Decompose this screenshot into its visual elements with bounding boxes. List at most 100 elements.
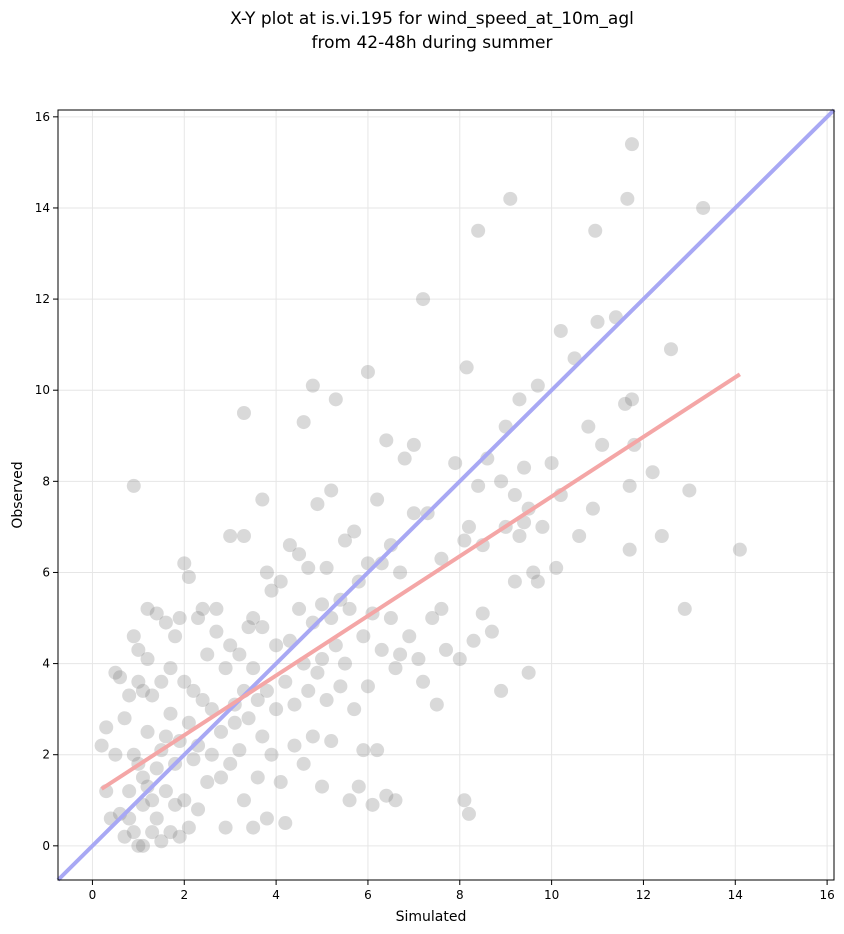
data-point-54 <box>181 715 196 730</box>
data-point-28 <box>140 652 155 667</box>
data-point-58 <box>191 611 206 626</box>
data-point-147 <box>365 797 380 812</box>
data-point-165 <box>416 292 431 307</box>
data-point-178 <box>461 519 476 534</box>
data-point-196 <box>517 460 532 475</box>
data-point-181 <box>471 223 486 238</box>
y-tick-label-8: 16 <box>35 110 50 124</box>
x-axis-ticks: 0 2 4 6 8 10 12 14 16 <box>89 880 835 902</box>
data-point-195 <box>512 529 527 544</box>
data-point-202 <box>530 574 545 589</box>
data-point-227 <box>682 483 697 498</box>
data-point-13 <box>126 825 141 840</box>
data-point-50 <box>177 556 192 571</box>
data-point-105 <box>282 538 297 553</box>
data-point-121 <box>315 597 330 612</box>
y-tick-label-1: 2 <box>42 748 50 762</box>
data-point-137 <box>347 524 362 539</box>
data-point-155 <box>383 611 398 626</box>
data-point-173 <box>448 456 463 471</box>
data-point-11 <box>122 688 137 703</box>
data-point-8 <box>117 829 132 844</box>
data-point-16 <box>126 629 141 644</box>
data-point-170 <box>434 551 449 566</box>
data-point-113 <box>296 756 311 771</box>
data-point-153 <box>379 788 394 803</box>
data-point-42 <box>163 661 178 676</box>
data-point-61 <box>195 601 210 616</box>
data-point-122 <box>315 652 330 667</box>
x-axis-label: Simulated <box>396 909 467 925</box>
data-point-209 <box>572 529 587 544</box>
data-point-179 <box>461 806 476 821</box>
data-point-97 <box>264 583 279 598</box>
data-point-99 <box>269 638 284 653</box>
data-point-107 <box>287 738 302 753</box>
data-point-200 <box>526 565 541 580</box>
data-point-64 <box>200 647 215 662</box>
data-point-159 <box>393 647 408 662</box>
data-point-206 <box>553 323 568 338</box>
data-point-143 <box>360 364 375 379</box>
data-point-104 <box>278 816 293 831</box>
x-tick-label-8: 16 <box>819 888 834 902</box>
data-point-39 <box>158 729 173 744</box>
data-point-17 <box>131 642 146 657</box>
data-point-81 <box>236 529 251 544</box>
data-point-223 <box>645 465 660 480</box>
data-point-85 <box>241 711 256 726</box>
data-point-7 <box>112 670 127 685</box>
y-tick-label-6: 12 <box>35 292 50 306</box>
data-point-186 <box>484 624 499 639</box>
data-point-37 <box>154 834 169 849</box>
data-point-213 <box>590 314 605 329</box>
data-point-88 <box>246 661 261 676</box>
data-point-128 <box>324 734 339 749</box>
data-point-78 <box>232 647 247 662</box>
data-point-73 <box>223 529 238 544</box>
data-point-114 <box>301 560 316 575</box>
data-point-12 <box>122 784 137 799</box>
y-tick-label-3: 6 <box>42 565 50 579</box>
data-point-219 <box>622 542 637 557</box>
data-point-90 <box>250 770 265 785</box>
data-point-199 <box>521 665 536 680</box>
data-point-86 <box>246 611 261 626</box>
data-point-34 <box>149 811 164 826</box>
data-point-111 <box>296 415 311 430</box>
data-point-79 <box>232 743 247 758</box>
y-tick-label-5: 10 <box>35 383 50 397</box>
data-point-33 <box>149 761 164 776</box>
data-point-30 <box>145 688 160 703</box>
data-point-191 <box>503 191 518 206</box>
data-point-22 <box>135 770 150 785</box>
data-point-152 <box>379 433 394 448</box>
data-point-115 <box>301 683 316 698</box>
data-point-226 <box>677 601 692 616</box>
data-point-19 <box>131 838 146 853</box>
data-point-24 <box>135 838 150 853</box>
data-point-194 <box>512 392 527 407</box>
data-point-164 <box>411 652 426 667</box>
data-point-68 <box>209 624 224 639</box>
data-point-31 <box>145 793 160 808</box>
x-tick-label-0: 0 <box>89 888 97 902</box>
data-point-145 <box>360 679 375 694</box>
data-point-20 <box>131 674 146 689</box>
data-point-168 <box>425 611 440 626</box>
y-tick-label-2: 4 <box>42 657 50 671</box>
data-point-142 <box>356 743 371 758</box>
data-point-92 <box>255 620 270 635</box>
regression-line <box>100 372 741 791</box>
data-point-47 <box>172 611 187 626</box>
data-point-84 <box>241 620 256 635</box>
data-point-41 <box>163 825 178 840</box>
x-tick-label-3: 6 <box>364 888 372 902</box>
data-point-123 <box>315 779 330 794</box>
data-point-133 <box>337 533 352 548</box>
data-point-101 <box>273 574 288 589</box>
data-point-67 <box>209 601 224 616</box>
data-point-91 <box>255 492 270 507</box>
y-tick-label-7: 14 <box>35 201 50 215</box>
